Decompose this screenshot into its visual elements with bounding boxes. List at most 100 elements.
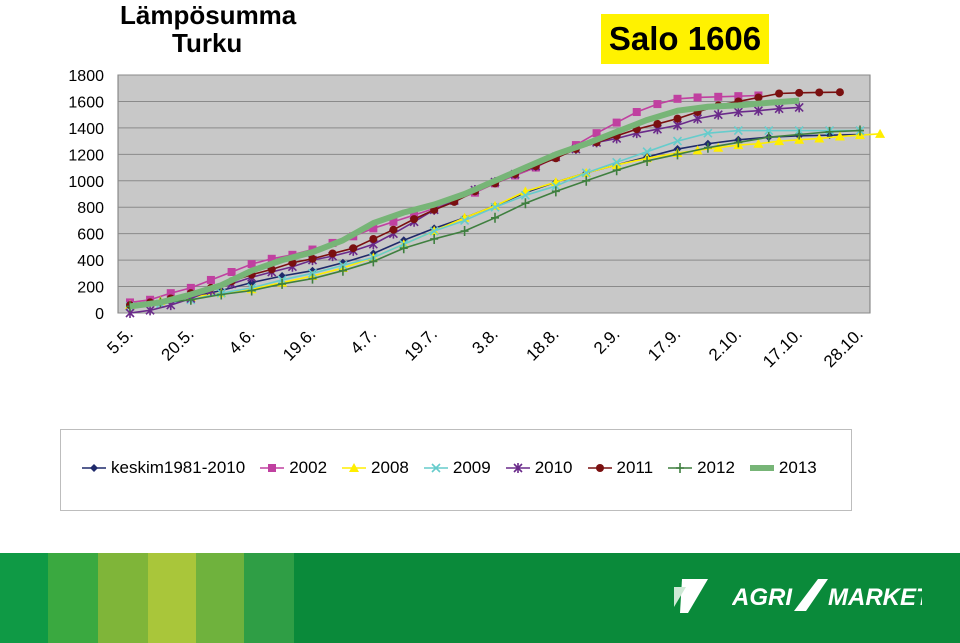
data-point [490,202,500,212]
data-point [703,142,712,153]
data-point [653,119,662,128]
data-point [186,283,195,292]
legend-row: keskim1981-2010 2002 2008 2009 2010 2011 2012 2… [81,458,831,478]
series-2012 [126,125,864,312]
footer-stripe [0,553,48,643]
legend-item: 2011 [587,458,653,478]
data-point [206,275,215,284]
data-point [430,233,439,244]
data-point [795,129,804,140]
data-point [429,226,439,236]
data-point [389,225,398,234]
series-line [129,97,800,310]
data-point [734,92,743,101]
data-point [673,94,682,103]
legend-item: 2002 [259,458,327,478]
chart-title: Lämpösumma [120,0,297,30]
data-point [875,128,886,138]
legend-swatch [82,464,106,472]
y-tick-label: 1800 [68,68,104,85]
legend-label: 2010 [534,458,573,477]
svg-text:AGRI: AGRI [732,584,793,611]
data-point [713,142,724,152]
data-point [338,260,348,270]
data-point [612,118,621,127]
y-tick-label: 1200 [68,147,104,164]
chart-subtitle: Turku [172,28,243,58]
data-point [753,138,764,148]
data-point [521,198,530,209]
data-point [551,186,560,197]
data-point [825,126,834,137]
y-tick-label: 0 [95,306,104,323]
data-point [672,136,683,146]
legend-label: 2013 [778,458,817,477]
data-point [389,217,398,226]
data-point [520,190,530,200]
data-point [551,181,561,191]
legend-item: 2009 [423,458,491,478]
footer-stripe [148,553,196,643]
x-axis-ticks: 5.5. 20.5. 4.6. 19.6. 4.7. 19.7. 3.8. 18.8. 2.9.… [103,324,866,371]
data-point [369,256,378,267]
legend-item: keskim1981-2010 [81,458,245,478]
data-point [460,226,469,237]
data-point [612,165,621,176]
data-point [673,114,682,123]
data-point [349,244,358,253]
data-point [835,88,844,97]
data-point [308,254,317,263]
data-point [693,93,702,102]
x-tick-label: 5.5. [103,324,136,357]
legend-item: 2008 [341,458,409,478]
legend-marker [676,463,685,473]
legend-swatch [342,463,367,472]
x-tick-label: 28.10. [820,324,867,371]
legend-swatch [668,463,693,473]
data-point [774,136,785,146]
data-point [703,128,713,138]
y-tick-label: 1600 [68,94,104,111]
line-chart: 0 200 400 600 800 1000 1200 1400 1600 1800 5.5. 20… [68,68,886,371]
x-tick-label: 4.6. [225,324,258,357]
legend-marker [349,463,360,472]
data-point [764,132,773,143]
x-tick-label: 18.8. [522,324,562,364]
legend-swatch [260,464,285,472]
data-point [733,125,743,136]
agrimarket-logo-icon: AGRI MARKET [731,579,933,611]
x-tick-label: 17.9. [644,324,684,364]
data-point [581,168,591,178]
data-point [794,102,804,113]
kasvu-logo [604,573,714,621]
legend-swatch [423,463,448,473]
x-tick-label: 2.9. [590,324,623,357]
legend-marker [268,464,277,472]
data-point [612,157,622,167]
data-point [815,88,824,97]
data-point [491,212,499,223]
legend-swatch [587,464,612,472]
y-tick-label: 200 [77,280,104,297]
y-tick-label: 1000 [68,174,104,191]
data-point [611,159,622,169]
x-tick-label: 4.7. [347,324,380,357]
data-point [247,278,256,287]
data-point [328,249,337,258]
data-point [764,125,774,136]
data-point [399,243,408,254]
data-point [774,103,784,114]
data-point [145,305,155,316]
y-tick-label: 1400 [68,121,104,138]
legend-swatch [505,463,530,473]
data-point [713,109,723,120]
footer-stripe [196,553,244,643]
kasvu-logo-icon [674,579,708,613]
legend-item: 2010 [505,458,573,478]
data-point [278,278,287,289]
y-tick-label: 400 [77,253,104,270]
x-tick-label: 2.10. [705,324,745,364]
x-tick-label: 20.5. [157,324,197,364]
legend: keskim1981-2010 2002 2008 2009 2010 2011 2012 2… [60,429,852,511]
series-lines [125,88,886,318]
